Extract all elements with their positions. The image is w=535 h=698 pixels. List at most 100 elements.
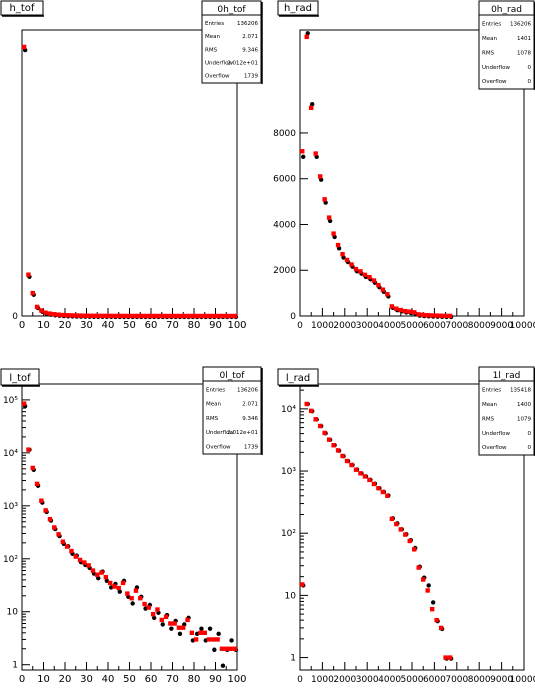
x-tick-label: 70: [166, 320, 179, 331]
data-point-red: [181, 625, 186, 630]
data-point-red: [371, 481, 377, 487]
data-point-red: [421, 312, 426, 318]
data-point-red: [43, 310, 48, 315]
x-tick-label: 1000: [311, 675, 334, 685]
x-tick-label: 6000: [423, 675, 446, 685]
histogram-title-box: [0, 368, 40, 386]
data-point-black: [220, 663, 226, 668]
data-point-red: [52, 312, 57, 317]
data-point-red: [185, 313, 190, 319]
data-point-red: [120, 313, 126, 319]
data-point-red: [202, 313, 207, 319]
x-tick-label: 60: [145, 320, 158, 331]
stats-value: 2.071: [242, 402, 258, 408]
data-point-red: [90, 568, 96, 573]
data-point-red: [353, 467, 359, 472]
data-point-red: [389, 304, 395, 309]
data-point-red: [47, 311, 53, 316]
data-point-red: [107, 313, 113, 319]
data-point-red: [425, 312, 430, 318]
data-point-red: [103, 574, 109, 580]
data-point-red: [228, 646, 233, 651]
stats-value: 1400: [517, 402, 531, 408]
stats-label: RMS: [206, 416, 219, 422]
data-point-red: [73, 554, 78, 559]
data-point-black: [430, 600, 436, 605]
data-point-red: [232, 646, 238, 651]
x-tick-label: 4000: [378, 675, 401, 685]
y-tick-label: 0: [290, 312, 296, 322]
stats-label: Underflow: [482, 65, 510, 71]
y-tick-label: 10⁵: [3, 396, 18, 406]
stats-value: 136206: [237, 21, 258, 27]
data-point-red: [447, 655, 453, 660]
stats-value: 136206: [510, 22, 531, 28]
x-tick-label: 7000: [445, 675, 468, 685]
data-point-red: [403, 308, 408, 314]
data-point-red: [211, 637, 216, 642]
data-point-red: [125, 313, 130, 319]
data-point-red: [116, 585, 121, 591]
data-point-red: [198, 630, 203, 636]
stats-box-name: 0h_rad: [491, 5, 522, 15]
data-point-black: [177, 631, 183, 637]
data-point-red: [95, 572, 100, 577]
data-point-red: [219, 313, 225, 319]
data-point-red: [232, 313, 238, 319]
x-tick-label: 50: [123, 674, 136, 685]
data-point-red: [215, 313, 220, 319]
stats-label: Overflow: [482, 79, 507, 85]
data-point-black: [169, 626, 174, 631]
data-point-red: [340, 252, 345, 257]
data-point-red: [403, 532, 408, 537]
data-point-red: [77, 557, 83, 563]
data-point-red: [358, 269, 363, 274]
data-point-red: [90, 313, 96, 318]
stats-label: Entries: [205, 21, 224, 27]
data-point-red: [56, 312, 61, 317]
data-point-red: [198, 313, 203, 319]
y-tick-label: 2000: [273, 266, 296, 276]
data-point-red: [82, 313, 87, 318]
data-point-red: [416, 565, 421, 570]
data-point-red: [189, 313, 195, 319]
data-point-red: [317, 423, 323, 429]
stats-label: Underflow: [482, 431, 510, 437]
data-point-red: [26, 272, 31, 277]
data-point-red: [189, 630, 195, 636]
x-tick-label: 0: [297, 321, 303, 331]
y-tick-label: 10³: [3, 502, 18, 512]
data-point-black: [216, 631, 221, 637]
stats-value: 1739: [244, 444, 258, 450]
data-point-red: [300, 149, 305, 154]
data-point-red: [385, 493, 390, 498]
data-point-red: [367, 274, 372, 280]
data-point-red: [304, 401, 309, 407]
data-point-red: [146, 313, 152, 319]
y-tick-label: 10²: [3, 555, 18, 565]
data-point-red: [125, 591, 130, 596]
data-point-red: [326, 437, 332, 442]
data-point-red: [34, 481, 40, 487]
data-point-red: [309, 105, 314, 110]
stats-value: 1739: [244, 74, 258, 80]
x-tick-label: 50: [123, 320, 136, 331]
x-tick-label: 100: [227, 320, 246, 331]
data-point-red: [69, 548, 74, 554]
stats-label: Entries: [482, 22, 501, 28]
data-point-red: [172, 313, 177, 319]
x-tick-label: 0: [19, 320, 25, 331]
data-point-red: [362, 272, 368, 278]
data-point-red: [362, 474, 368, 479]
stats-box-name: 0l_tof: [220, 371, 246, 381]
data-point-red: [163, 313, 169, 319]
stats-label: RMS: [205, 47, 218, 53]
data-point-red: [181, 313, 186, 319]
y-tick-label: 6000: [273, 175, 296, 185]
x-tick-label: 7000: [445, 321, 468, 331]
data-point-red: [335, 242, 341, 248]
data-point-red: [138, 313, 143, 319]
data-point-red: [99, 570, 104, 575]
stats-label: Overflow: [482, 445, 507, 451]
